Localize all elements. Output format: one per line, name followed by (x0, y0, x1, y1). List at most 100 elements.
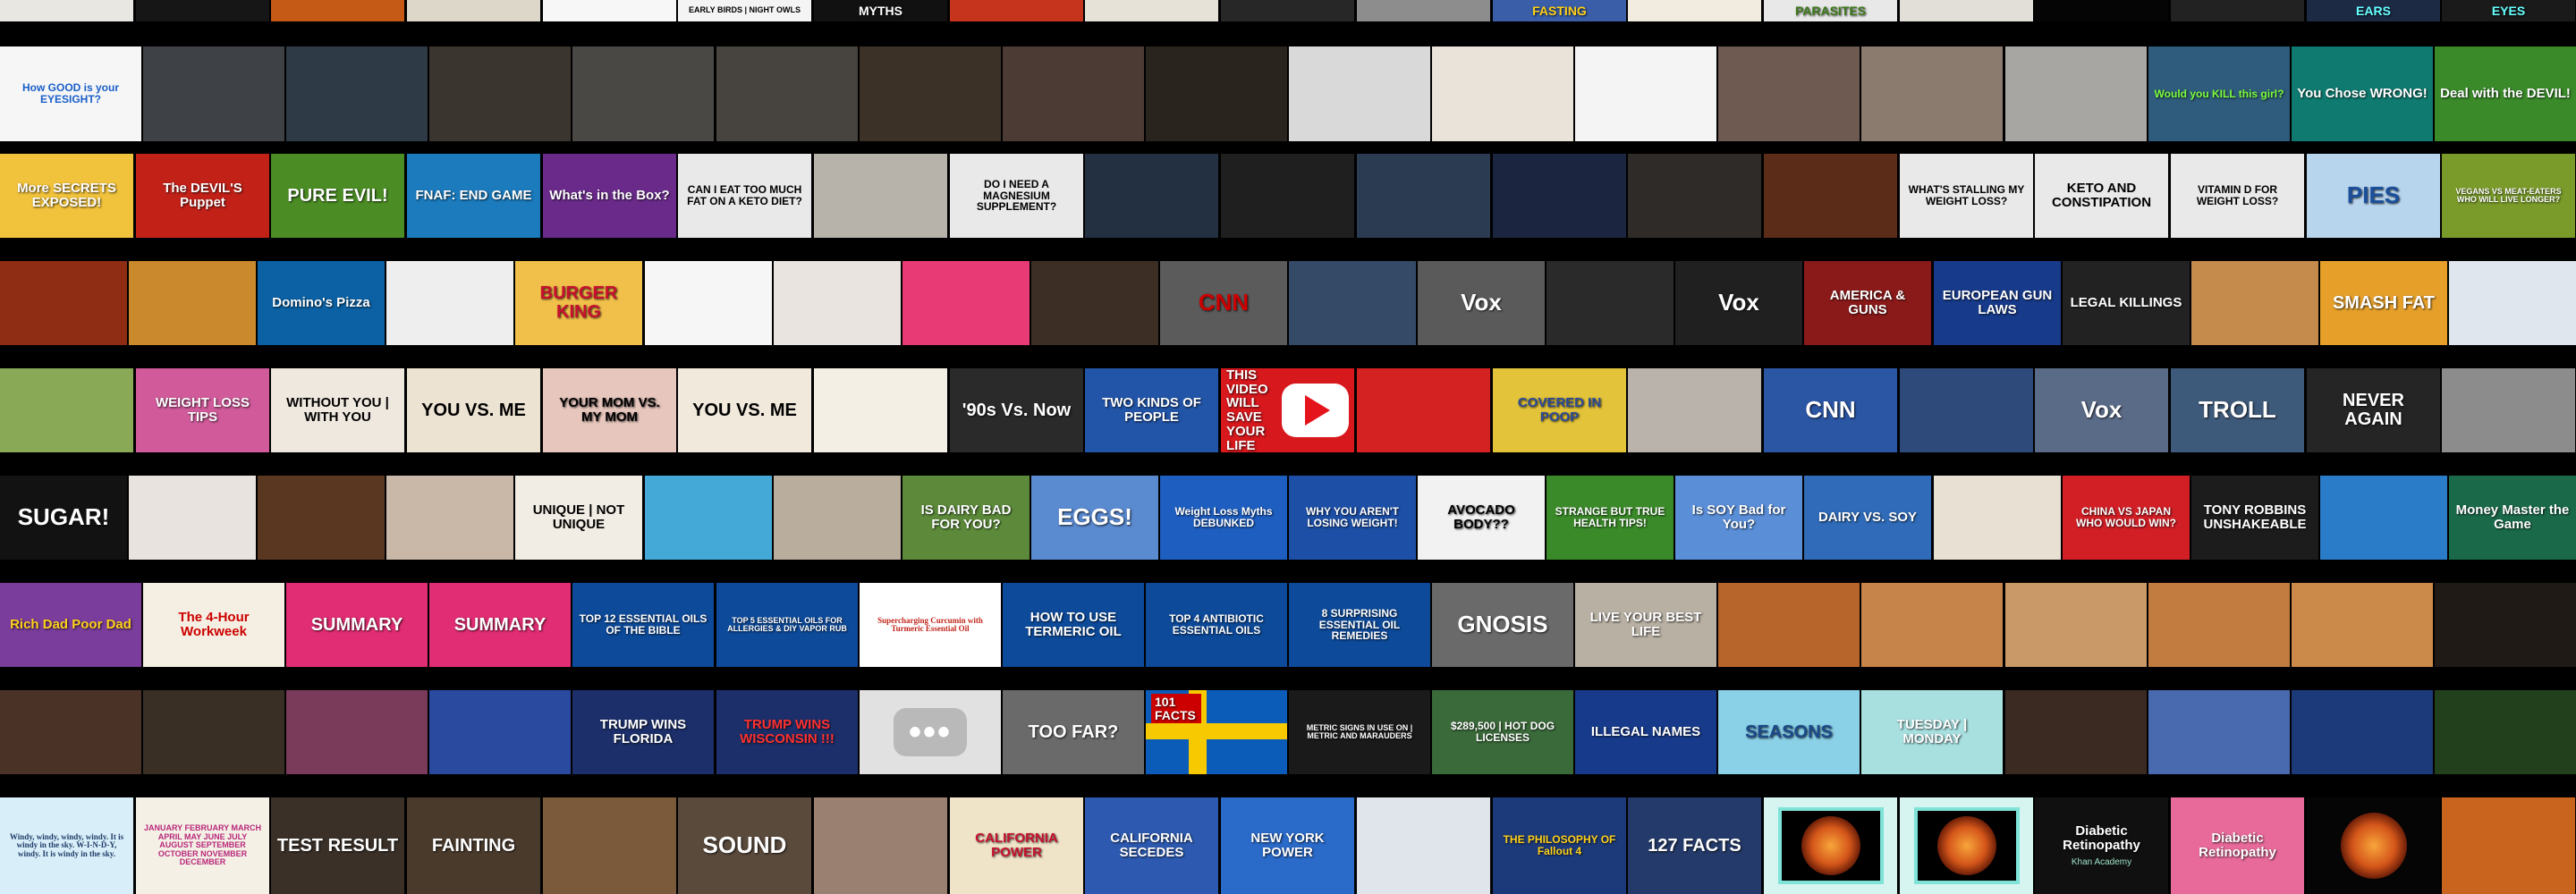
thumb-election-results[interactable] (2292, 690, 2433, 774)
thumb-vegans[interactable]: VEGANS VS MEAT-EATERS WHO WILL LIVE LONG… (2442, 154, 2575, 238)
thumb-127-facts[interactable]: 127 FACTS (1628, 797, 1761, 894)
thumb-election-map[interactable] (2148, 690, 2290, 774)
thumb-hand[interactable] (950, 0, 1083, 21)
thumb-tuxedo[interactable] (2435, 583, 2576, 667)
thumb-too-far[interactable]: TOO FAR? (1003, 690, 1144, 774)
thumb-trump-portrait[interactable] (2435, 690, 2576, 774)
thumb-trump-florida[interactable]: TRUMP WINS FLORIDA (572, 690, 714, 774)
thumb-burger-2[interactable] (774, 261, 901, 345)
thumb-milk-vs-soy[interactable]: DAIRY VS. SOY (1804, 476, 1931, 560)
thumb-california-secede[interactable]: CALIFORNIA SECEDES (1085, 797, 1218, 894)
thumb-windy-song[interactable]: Windy, windy, windy, windy. It is windy … (0, 797, 133, 894)
thumb-illegal-names[interactable]: ILLEGAL NAMES (1575, 690, 1716, 774)
thumb-meal-prep-2[interactable] (1861, 583, 2003, 667)
thumb-live-your-best-life[interactable]: LIVE YOUR BEST LIFE (1575, 583, 1716, 667)
thumb-fox-news[interactable]: Vox (2035, 368, 2168, 452)
thumb-eye-orb-2[interactable] (1900, 797, 2033, 894)
thumb-chicken[interactable] (902, 261, 1030, 345)
thumb-glasses-girl[interactable] (645, 476, 772, 560)
thumb-months[interactable]: JANUARY FEBRUARY MARCH APRIL MAY JUNE JU… (136, 797, 269, 894)
thumb-eye-orb-1[interactable] (1764, 797, 1897, 894)
thumb-you-chose-wrong[interactable]: You Chose WRONG! (2292, 46, 2433, 141)
thumb-never-again[interactable]: NEVER AGAIN (2307, 368, 2440, 452)
thumb-weight-loss-tips[interactable]: WEIGHT LOSS TIPS (136, 368, 269, 452)
thumb-stalling-weight[interactable]: WHAT'S STALLING MY WEIGHT LOSS? (1900, 154, 2033, 238)
thumb-antibiotic-oils[interactable]: TOP 4 ANTIBIOTIC ESSENTIAL OILS (1146, 583, 1287, 667)
thumb-news-grid[interactable] (429, 690, 571, 774)
thumb-test-result[interactable]: TEST RESULT (271, 797, 404, 894)
thumb-cartoon-3[interactable] (1628, 0, 1761, 21)
thumb-pig[interactable] (774, 476, 901, 560)
thumb-cnn-1[interactable]: CNN (1160, 261, 1287, 345)
thumb-early-birds[interactable]: EARLY BIRDS | NIGHT OWLS (678, 0, 811, 21)
thumb-surprising-remedies[interactable]: 8 SURPRISING ESSENTIAL OIL REMEDIES (1289, 583, 1430, 667)
thumb-pageant-girl[interactable] (2191, 261, 2318, 345)
thumb-carrots[interactable] (1432, 46, 1573, 141)
thumb-food-table[interactable] (1934, 476, 2061, 560)
thumb-pyramid[interactable] (1003, 46, 1144, 141)
thumb-lecture-3[interactable] (1357, 154, 1490, 238)
thumb-turmeric[interactable]: Supercharging Curcumin with Turmeric Ess… (860, 583, 1001, 667)
thumb-tony-robbins[interactable]: TONY ROBBINS UNSHAKEABLE (2191, 476, 2318, 560)
thumb-pure-evil[interactable]: PURE EVIL! (271, 154, 404, 238)
thumb-90s-vs-now[interactable]: '90s Vs. Now (950, 368, 1083, 452)
thumb-family[interactable] (543, 797, 676, 894)
thumb-panel[interactable] (860, 46, 1001, 141)
thumb-burger-king[interactable]: BURGER KING (515, 261, 642, 345)
thumb-crowd[interactable] (814, 797, 947, 894)
thumb-interview-2[interactable] (429, 46, 571, 141)
thumb-seasons[interactable]: SEASONS (1718, 690, 1860, 774)
thumb-parasites[interactable]: PARASITES (1764, 0, 1897, 21)
thumb-gala[interactable] (2005, 690, 2147, 774)
thumb-why-you-arent-losing-weight[interactable]: WHY YOU AREN'T LOSING WEIGHT! (1289, 476, 1416, 560)
thumb-keto[interactable]: CAN I EAT TOO MUCH FAT ON A KETO DIET? (678, 154, 811, 238)
thumb-cereal[interactable] (2449, 261, 2576, 345)
thumb-pies[interactable]: PIES (2307, 154, 2440, 238)
thumb-map-orange[interactable] (2442, 797, 2575, 894)
thumb-interview-4[interactable] (716, 46, 858, 141)
thumb-fast-food-logos[interactable] (386, 261, 513, 345)
thumb-animation-1[interactable] (0, 0, 133, 21)
thumb-clock[interactable] (1357, 0, 1490, 21)
thumb-vox-map[interactable]: Vox (1675, 261, 1802, 345)
thumb-your-mom-my-mom[interactable]: YOUR MOM VS. MY MOM (543, 368, 676, 452)
thumb-explosion[interactable] (1764, 154, 1897, 238)
thumb-cartoon-1[interactable] (407, 0, 540, 21)
thumb-bacon[interactable] (0, 261, 127, 345)
thumb-rich-dad[interactable]: Rich Dad Poor Dad (0, 583, 141, 667)
thumb-woman-thinking[interactable] (129, 476, 256, 560)
thumb-new-york-power[interactable]: NEW YORK POWER (1221, 797, 1354, 894)
thumb-street[interactable] (2442, 368, 2575, 452)
thumb-meal-prep-1[interactable] (1718, 583, 1860, 667)
thumb-speaker-1[interactable] (1146, 46, 1287, 141)
thumb-bolton[interactable] (1289, 261, 1416, 345)
thumb-meal-prep-3[interactable] (2005, 583, 2147, 667)
thumb-chocolate[interactable] (258, 476, 385, 560)
thumb-summary-1[interactable]: SUMMARY (286, 583, 428, 667)
thumb-lecture-1[interactable] (1085, 154, 1218, 238)
thumb-vox-people[interactable] (1546, 261, 1674, 345)
thumb-without-you-with-you[interactable]: WITHOUT YOU | WITH YOU (271, 368, 404, 452)
thumb-clinton[interactable] (286, 690, 428, 774)
thumb-gnosis[interactable]: GNOSIS (1432, 583, 1573, 667)
thumb-dark-2[interactable] (1221, 0, 1354, 21)
thumb-cartoon-2[interactable] (1085, 0, 1218, 21)
thumb-hands-face[interactable] (2005, 46, 2147, 141)
thumb-eyes[interactable]: EYES (2442, 0, 2575, 21)
thumb-burger-1[interactable] (645, 261, 772, 345)
thumb-doctor-2[interactable] (814, 154, 947, 238)
thumb-dark-1[interactable] (136, 0, 269, 21)
thumb-cards[interactable] (1628, 368, 1761, 452)
thumb-diabetic-kids[interactable]: Diabetic Retinopathy (2171, 797, 2304, 894)
thumb-meal-prep-5[interactable] (2292, 583, 2433, 667)
thumb-termeric-oil[interactable]: HOW TO USE TERMERIC OIL (1003, 583, 1144, 667)
thumb-avatar-1[interactable] (2320, 476, 2447, 560)
thumb-america-guns[interactable]: AMERICA & GUNS (1804, 261, 1931, 345)
thumb-this-video-will-save-your-life[interactable]: THIS VIDEO WILL SAVE YOUR LIFE (1221, 368, 1354, 452)
thumb-strange-health-tips[interactable]: STRANGE BUT TRUE HEALTH TIPS! (1546, 476, 1674, 560)
thumb-covered-in-poop[interactable]: COVERED IN POOP (1493, 368, 1626, 452)
thumb-deal-devil[interactable]: Deal with the DEVIL! (2435, 46, 2576, 141)
thumb-fainting[interactable]: FAINTING (407, 797, 540, 894)
thumb-meal-prep-4[interactable] (2148, 583, 2290, 667)
thumb-eye-orb-3[interactable] (2307, 797, 2440, 894)
